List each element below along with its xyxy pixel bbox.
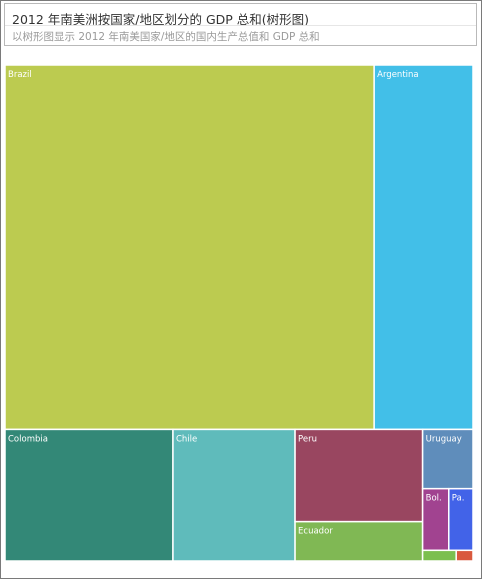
treemap-tile-bolivia[interactable] bbox=[421, 487, 450, 552]
treemap-label-paraguay: Pa. bbox=[452, 494, 465, 504]
treemap-label-uruguay: Uruguay bbox=[426, 434, 462, 444]
treemap-tile-10[interactable] bbox=[455, 549, 474, 562]
title-panel: 2012 年南美洲按国家/地区划分的 GDP 总和(树形图) 以树形图显示 20… bbox=[4, 3, 477, 46]
treemap-tile-chile[interactable] bbox=[172, 428, 296, 562]
treemap-tile-brazil[interactable] bbox=[4, 64, 375, 431]
treemap-label-argentina: Argentina bbox=[377, 70, 418, 80]
treemap-tile-uruguay[interactable] bbox=[421, 428, 474, 490]
treemap-tile-9[interactable] bbox=[421, 549, 457, 562]
treemap-label-chile: Chile bbox=[176, 434, 197, 444]
treemap-label-ecuador: Ecuador bbox=[298, 527, 333, 537]
treemap-tile-colombia[interactable] bbox=[4, 428, 174, 562]
title-divider bbox=[5, 25, 476, 26]
treemap-label-bolivia: Bol. bbox=[426, 494, 442, 504]
treemap-label-colombia: Colombia bbox=[8, 434, 48, 444]
treemap-label-brazil: Brazil bbox=[8, 70, 32, 80]
treemap-tile-argentina[interactable] bbox=[373, 64, 474, 431]
chart-subtitle: 以树形图显示 2012 年南美国家/地区的国内生产总值和 GDP 总和 bbox=[12, 31, 320, 43]
chart-title: 2012 年南美洲按国家/地区划分的 GDP 总和(树形图) bbox=[12, 12, 310, 27]
treemap-label-peru: Peru bbox=[298, 434, 317, 444]
treemap-tile-ecuador[interactable] bbox=[294, 520, 424, 562]
treemap-tile-paraguay[interactable] bbox=[448, 487, 474, 552]
